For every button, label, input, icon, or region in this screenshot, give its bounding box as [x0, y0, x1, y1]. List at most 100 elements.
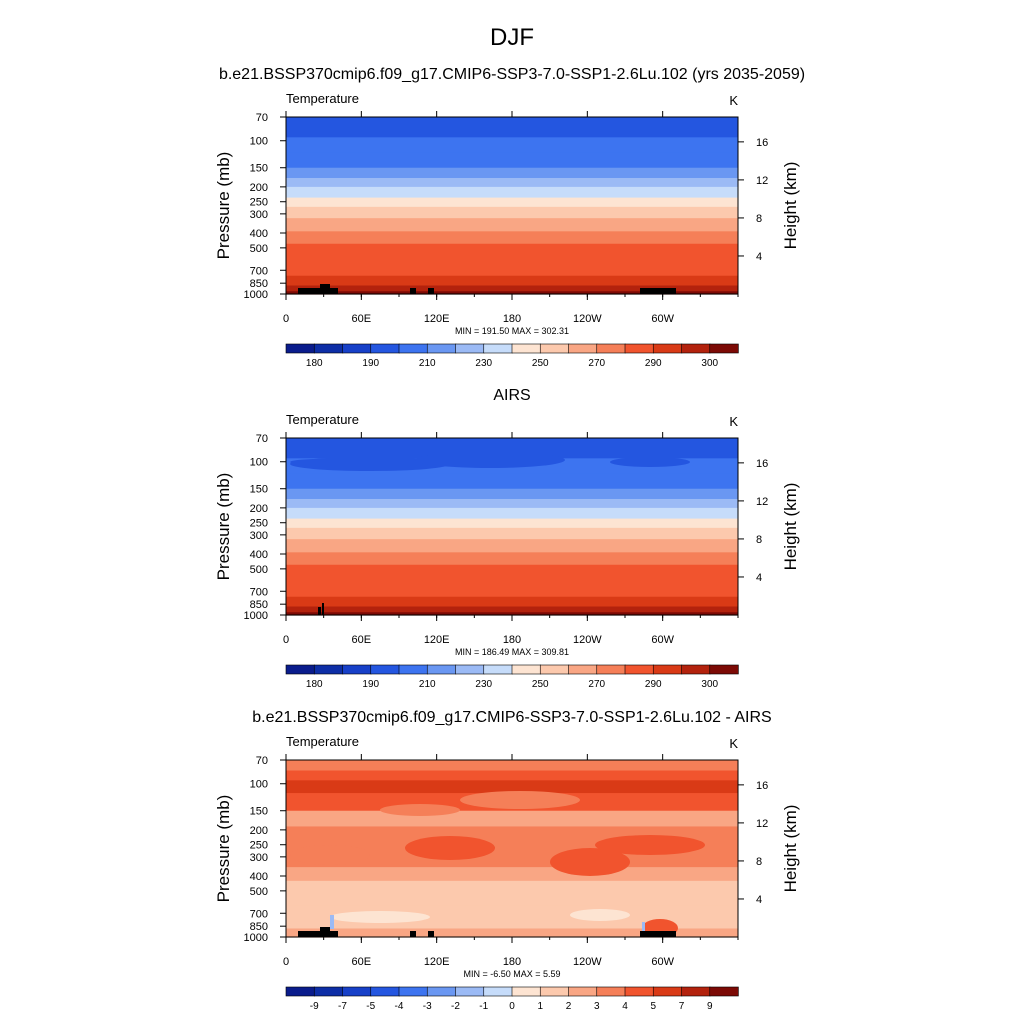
y-tick-label: 500	[250, 243, 268, 255]
x-axis: 0 60E 120E 180 120W 60W	[283, 754, 739, 968]
x-tick-label: 60W	[651, 956, 674, 968]
y-tick-label: 300	[250, 852, 268, 864]
colorbar-label: 210	[419, 358, 436, 369]
contour-band	[286, 231, 738, 245]
contour-band	[286, 579, 738, 598]
topography-mask	[640, 931, 676, 937]
x-tick-label: 120W	[573, 313, 602, 325]
colorbar-swatch	[596, 986, 626, 997]
contour-blob	[405, 836, 495, 860]
y-axis-label: Pressure (mb)	[214, 473, 233, 581]
colorbar-label: 1	[537, 1001, 543, 1012]
topography-mask	[640, 288, 676, 294]
x-tick-label: 120E	[424, 313, 450, 325]
y2-axis: 16 12 8 4	[738, 137, 768, 263]
colorbar-swatch	[342, 343, 372, 354]
units-label: K	[729, 414, 738, 429]
colorbar-swatch	[709, 343, 739, 354]
colorbar-swatch	[426, 343, 457, 354]
y-tick-label: 300	[250, 530, 268, 542]
colorbar-label: 2	[566, 1001, 572, 1012]
panel-title: AIRS	[493, 387, 530, 404]
figure-title: DJF	[490, 24, 534, 51]
contour-band	[286, 539, 738, 553]
stats-text: MIN = -6.50 MAX = 5.59	[463, 969, 560, 979]
topography-mask	[320, 927, 330, 937]
panels-container: b.e21.BSSP370cmip6.f09_g17.CMIP6-SSP3-7.…	[214, 66, 805, 1012]
colorbar: 180 190 210 230 250 270 290 300	[285, 343, 739, 369]
topography-mask	[410, 931, 416, 937]
colorbar-swatch	[483, 986, 513, 997]
y-tick-label: 700	[250, 586, 268, 598]
y-tick-label: 1000	[244, 289, 268, 301]
colorbar-label: -2	[451, 1001, 460, 1012]
y-tick-label: 200	[250, 182, 268, 194]
units-label: K	[729, 93, 738, 108]
contour-band	[286, 928, 738, 938]
contour-band	[286, 612, 738, 616]
y-tick-label: 700	[250, 908, 268, 920]
x-tick-label: 180	[503, 634, 521, 646]
colorbar-swatch	[398, 664, 428, 675]
colorbar-swatch	[455, 343, 485, 354]
contour-band	[286, 152, 738, 169]
colorbar-swatch	[652, 986, 683, 997]
colorbar-label: 190	[362, 358, 379, 369]
y-tick-label: 150	[250, 163, 268, 175]
y-tick-label: 400	[250, 549, 268, 561]
y-tick-label: 70	[256, 755, 268, 767]
colorbar-label: 9	[707, 1001, 713, 1012]
contour-band	[286, 867, 738, 882]
contour-blob	[550, 848, 630, 876]
contour-band	[286, 167, 738, 179]
stats-text: MIN = 186.49 MAX = 309.81	[455, 647, 569, 657]
colorbar-label: 290	[645, 679, 662, 690]
colorbar-label: 4	[622, 1001, 628, 1012]
y2-tick-label: 12	[756, 175, 768, 187]
colorbar-label: 0	[509, 1001, 515, 1012]
colorbar-label: 300	[701, 679, 718, 690]
colorbar-swatch	[511, 986, 541, 997]
y-tick-label: 850	[250, 599, 268, 611]
y2-axis-label: Height (km)	[781, 162, 800, 250]
x-tick-label: 60E	[352, 956, 372, 968]
colorbar-swatch	[342, 986, 372, 997]
y-tick-label: 100	[250, 779, 268, 791]
y-tick-label: 100	[250, 457, 268, 469]
y2-tick-label: 8	[756, 213, 762, 225]
colorbar-label: 5	[650, 1001, 656, 1012]
x-tick-label: 120E	[424, 956, 450, 968]
colorbar-swatch	[426, 664, 457, 675]
contour-band	[286, 760, 738, 772]
colorbar-label: 210	[419, 679, 436, 690]
y2-tick-label: 16	[756, 458, 768, 470]
y-tick-label: 500	[250, 564, 268, 576]
contour-band	[286, 275, 738, 287]
colorbar-swatch	[652, 343, 683, 354]
contour-blob	[595, 835, 705, 855]
x-tick-label: 60E	[352, 634, 372, 646]
y2-axis: 16 12 8 4	[738, 780, 768, 906]
colorbar-swatch	[455, 664, 485, 675]
contour-band	[286, 117, 738, 138]
colorbar-swatch	[539, 664, 570, 675]
colorbar-swatch	[370, 343, 400, 354]
colorbar-swatch	[652, 664, 683, 675]
contour-band	[286, 438, 738, 459]
contour-blob	[290, 459, 350, 465]
contour-band	[286, 880, 738, 906]
y-tick-label: 400	[250, 228, 268, 240]
y2-tick-label: 12	[756, 818, 768, 830]
y-tick-label: 70	[256, 433, 268, 445]
contour-band	[286, 291, 738, 295]
x-tick-label: 180	[503, 313, 521, 325]
panel-1: b.e21.BSSP370cmip6.f09_g17.CMIP6-SSP3-7.…	[214, 66, 805, 369]
y2-tick-label: 16	[756, 137, 768, 149]
x-tick-label: 120W	[573, 634, 602, 646]
colorbar-label: -9	[310, 1001, 319, 1012]
variable-label: Temperature	[286, 734, 359, 749]
colorbar-swatch	[568, 986, 598, 997]
topography-mask	[330, 931, 338, 937]
contour-band	[286, 780, 738, 794]
colorbar-swatch	[709, 986, 739, 997]
